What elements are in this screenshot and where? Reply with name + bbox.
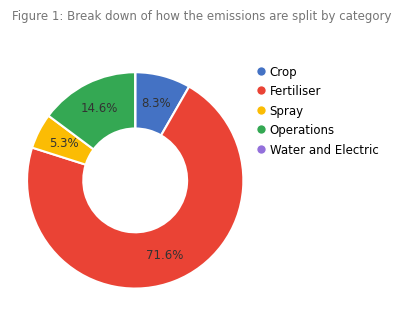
Text: 5.3%: 5.3%	[49, 137, 79, 150]
Text: 14.6%: 14.6%	[81, 102, 118, 115]
Wedge shape	[27, 87, 243, 289]
Text: Figure 1: Break down of how the emissions are split by category: Figure 1: Break down of how the emission…	[12, 10, 392, 23]
Wedge shape	[49, 72, 135, 149]
Wedge shape	[32, 116, 94, 165]
Text: 8.3%: 8.3%	[141, 96, 171, 110]
Legend: Crop, Fertiliser, Spray, Operations, Water and Electric: Crop, Fertiliser, Spray, Operations, Wat…	[258, 66, 379, 156]
Text: 71.6%: 71.6%	[146, 249, 183, 261]
Wedge shape	[135, 72, 189, 135]
